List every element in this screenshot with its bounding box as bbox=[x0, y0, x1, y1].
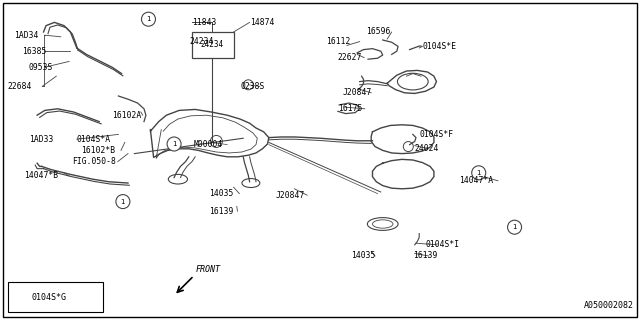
Text: FIG.050-8: FIG.050-8 bbox=[72, 157, 116, 166]
Text: 16102A: 16102A bbox=[112, 111, 141, 120]
Text: 1: 1 bbox=[20, 294, 24, 300]
Text: 0238S: 0238S bbox=[241, 82, 265, 91]
Text: 0104S*G: 0104S*G bbox=[32, 292, 67, 301]
Text: 16139: 16139 bbox=[413, 252, 437, 260]
Text: 0104S*E: 0104S*E bbox=[422, 42, 456, 51]
Circle shape bbox=[116, 195, 130, 209]
Bar bbox=[8, 282, 103, 312]
Text: 14035: 14035 bbox=[351, 252, 375, 260]
Text: 16385: 16385 bbox=[22, 47, 46, 56]
Text: 24234: 24234 bbox=[189, 37, 214, 46]
Text: 1: 1 bbox=[146, 16, 151, 22]
Text: 0953S: 0953S bbox=[28, 63, 52, 72]
Text: FRONT: FRONT bbox=[196, 265, 221, 274]
Text: J20847: J20847 bbox=[275, 191, 305, 200]
Text: 16596: 16596 bbox=[366, 28, 390, 36]
Text: M00004: M00004 bbox=[193, 140, 223, 149]
Text: 1: 1 bbox=[120, 199, 125, 204]
Text: 0104S*I: 0104S*I bbox=[426, 240, 460, 249]
Text: 22627: 22627 bbox=[337, 53, 362, 62]
Text: 22684: 22684 bbox=[8, 82, 32, 91]
Circle shape bbox=[472, 166, 486, 180]
Text: 1: 1 bbox=[512, 224, 517, 230]
Text: A050002082: A050002082 bbox=[584, 301, 634, 310]
Text: 14035: 14035 bbox=[209, 189, 233, 198]
Text: 24024: 24024 bbox=[415, 144, 439, 153]
Text: 16112: 16112 bbox=[326, 37, 351, 46]
Text: 14047*B: 14047*B bbox=[24, 172, 58, 180]
Circle shape bbox=[167, 137, 181, 151]
Text: 1AD34: 1AD34 bbox=[14, 31, 38, 40]
Circle shape bbox=[508, 220, 522, 234]
Bar bbox=[192, 32, 234, 58]
Text: 11843: 11843 bbox=[192, 18, 216, 27]
Circle shape bbox=[141, 12, 156, 26]
Text: 24234: 24234 bbox=[201, 40, 224, 49]
Text: 1: 1 bbox=[172, 141, 177, 147]
Text: 0104S*F: 0104S*F bbox=[420, 130, 454, 139]
Text: 0104S*A: 0104S*A bbox=[77, 135, 111, 144]
Text: 1AD33: 1AD33 bbox=[29, 135, 53, 144]
Text: 14874: 14874 bbox=[250, 18, 274, 27]
Text: 16102*B: 16102*B bbox=[81, 146, 115, 155]
Text: J20847: J20847 bbox=[342, 88, 372, 97]
Circle shape bbox=[15, 290, 29, 304]
Text: 14047*A: 14047*A bbox=[460, 176, 493, 185]
Text: 16175: 16175 bbox=[338, 104, 362, 113]
Text: 16139: 16139 bbox=[209, 207, 233, 216]
Text: 1: 1 bbox=[476, 170, 481, 176]
